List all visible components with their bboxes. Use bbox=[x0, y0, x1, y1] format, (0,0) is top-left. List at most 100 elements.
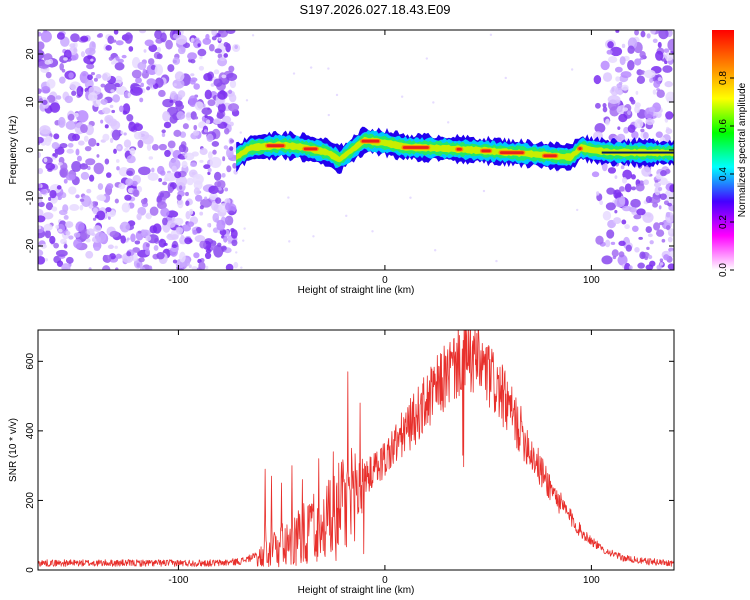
noise-blob bbox=[94, 231, 107, 243]
noise-blob bbox=[630, 174, 636, 180]
noise-blob bbox=[72, 133, 80, 141]
noise-blob bbox=[172, 78, 185, 89]
noise-blob bbox=[174, 71, 185, 82]
noise-blob bbox=[93, 77, 98, 82]
noise-blob bbox=[210, 201, 219, 211]
noise-blob bbox=[162, 217, 168, 226]
noise-blob bbox=[206, 133, 214, 142]
snr-y-axis-label: SNR (10 * v/v) bbox=[8, 418, 19, 482]
noise-blob bbox=[218, 187, 222, 191]
noise-blob bbox=[229, 79, 237, 89]
noise-blob bbox=[167, 186, 174, 194]
noise-blob bbox=[234, 44, 238, 50]
noise-blob bbox=[109, 104, 114, 109]
noise-blob bbox=[158, 143, 167, 151]
noise-blob bbox=[169, 99, 174, 103]
noise-blob bbox=[614, 197, 626, 208]
noise-blob bbox=[193, 252, 200, 259]
noise-blob bbox=[193, 187, 200, 196]
noise-blob bbox=[121, 54, 127, 59]
noise-blob bbox=[645, 226, 652, 234]
noise-blob bbox=[631, 186, 637, 191]
noise-blob bbox=[197, 48, 207, 57]
noise-blob bbox=[38, 151, 41, 159]
noise-blob bbox=[111, 129, 121, 141]
noise-blob bbox=[43, 223, 53, 231]
noise-blob bbox=[634, 58, 642, 66]
noise-blob bbox=[96, 154, 100, 158]
noise-blob bbox=[195, 175, 200, 179]
noise-blob bbox=[225, 30, 236, 34]
colorbar-tick-label: 0.8 bbox=[718, 71, 729, 85]
noise-blob bbox=[646, 246, 650, 251]
noise-blob bbox=[665, 128, 673, 135]
noise-blob bbox=[49, 189, 57, 199]
noise-blob bbox=[232, 162, 238, 169]
noise-blob bbox=[659, 193, 667, 200]
noise-blob bbox=[140, 198, 148, 205]
noise-blob bbox=[187, 221, 195, 227]
noise-blob bbox=[177, 198, 184, 209]
noise-blob bbox=[128, 46, 134, 52]
noise-blob bbox=[226, 165, 232, 173]
noise-blob bbox=[618, 251, 625, 258]
noise-blob bbox=[175, 175, 188, 187]
noise-blob bbox=[54, 152, 58, 158]
noise-blob bbox=[620, 71, 632, 79]
noise-blob bbox=[162, 181, 168, 186]
noise-blob bbox=[146, 143, 152, 151]
noise-blob bbox=[73, 232, 81, 238]
noise-blob bbox=[602, 210, 612, 221]
noise-blob bbox=[199, 55, 203, 60]
noise-blob bbox=[58, 209, 68, 216]
spectrogram-x-tick-label: -100 bbox=[168, 275, 188, 286]
noise-blob bbox=[166, 220, 176, 228]
noise-blob bbox=[61, 68, 66, 73]
noise-blob bbox=[648, 106, 656, 113]
noise-blob bbox=[217, 179, 226, 190]
noise-blob bbox=[115, 56, 120, 61]
noise-blob bbox=[625, 244, 632, 252]
trace-hot-red bbox=[266, 144, 285, 148]
noise-blob bbox=[142, 68, 147, 75]
noise-blob bbox=[634, 105, 640, 114]
noise-blob bbox=[76, 110, 89, 123]
noise-blob bbox=[78, 140, 85, 146]
noise-blob bbox=[161, 129, 166, 134]
noise-blob bbox=[652, 202, 659, 208]
noise-blob bbox=[667, 236, 673, 243]
noise-blob bbox=[217, 90, 228, 100]
noise-blob bbox=[665, 211, 671, 218]
noise-dot bbox=[287, 196, 290, 199]
noise-blob bbox=[53, 133, 60, 140]
noise-blob bbox=[207, 151, 213, 160]
noise-blob bbox=[207, 223, 211, 228]
noise-blob bbox=[639, 57, 644, 61]
noise-blob bbox=[137, 61, 147, 70]
noise-blob bbox=[654, 180, 659, 184]
noise-blob bbox=[190, 73, 195, 77]
noise-blob bbox=[228, 210, 235, 216]
noise-blob bbox=[218, 30, 224, 34]
noise-blob bbox=[111, 39, 117, 43]
noise-blob bbox=[185, 112, 191, 118]
noise-blob bbox=[171, 217, 176, 222]
spectrogram-y-tick-label: 10 bbox=[25, 96, 36, 108]
noise-blob bbox=[156, 53, 163, 60]
snr-panel: -100 0 100 0 200 400 600 Height of straight li… bbox=[8, 329, 675, 596]
noise-blob bbox=[86, 228, 95, 236]
noise-blob bbox=[172, 33, 179, 39]
noise-blob bbox=[49, 102, 61, 113]
noise-blob bbox=[96, 142, 100, 147]
noise-blob bbox=[146, 78, 157, 86]
noise-blob bbox=[202, 103, 206, 108]
noise-blob bbox=[228, 89, 233, 95]
noise-blob bbox=[186, 177, 194, 186]
noise-blob bbox=[659, 258, 664, 263]
noise-blob bbox=[188, 264, 192, 269]
noise-blob bbox=[614, 175, 618, 179]
noise-blob bbox=[42, 212, 54, 220]
noise-blob bbox=[95, 74, 102, 79]
noise-blob bbox=[628, 265, 633, 270]
noise-blob bbox=[126, 155, 136, 164]
